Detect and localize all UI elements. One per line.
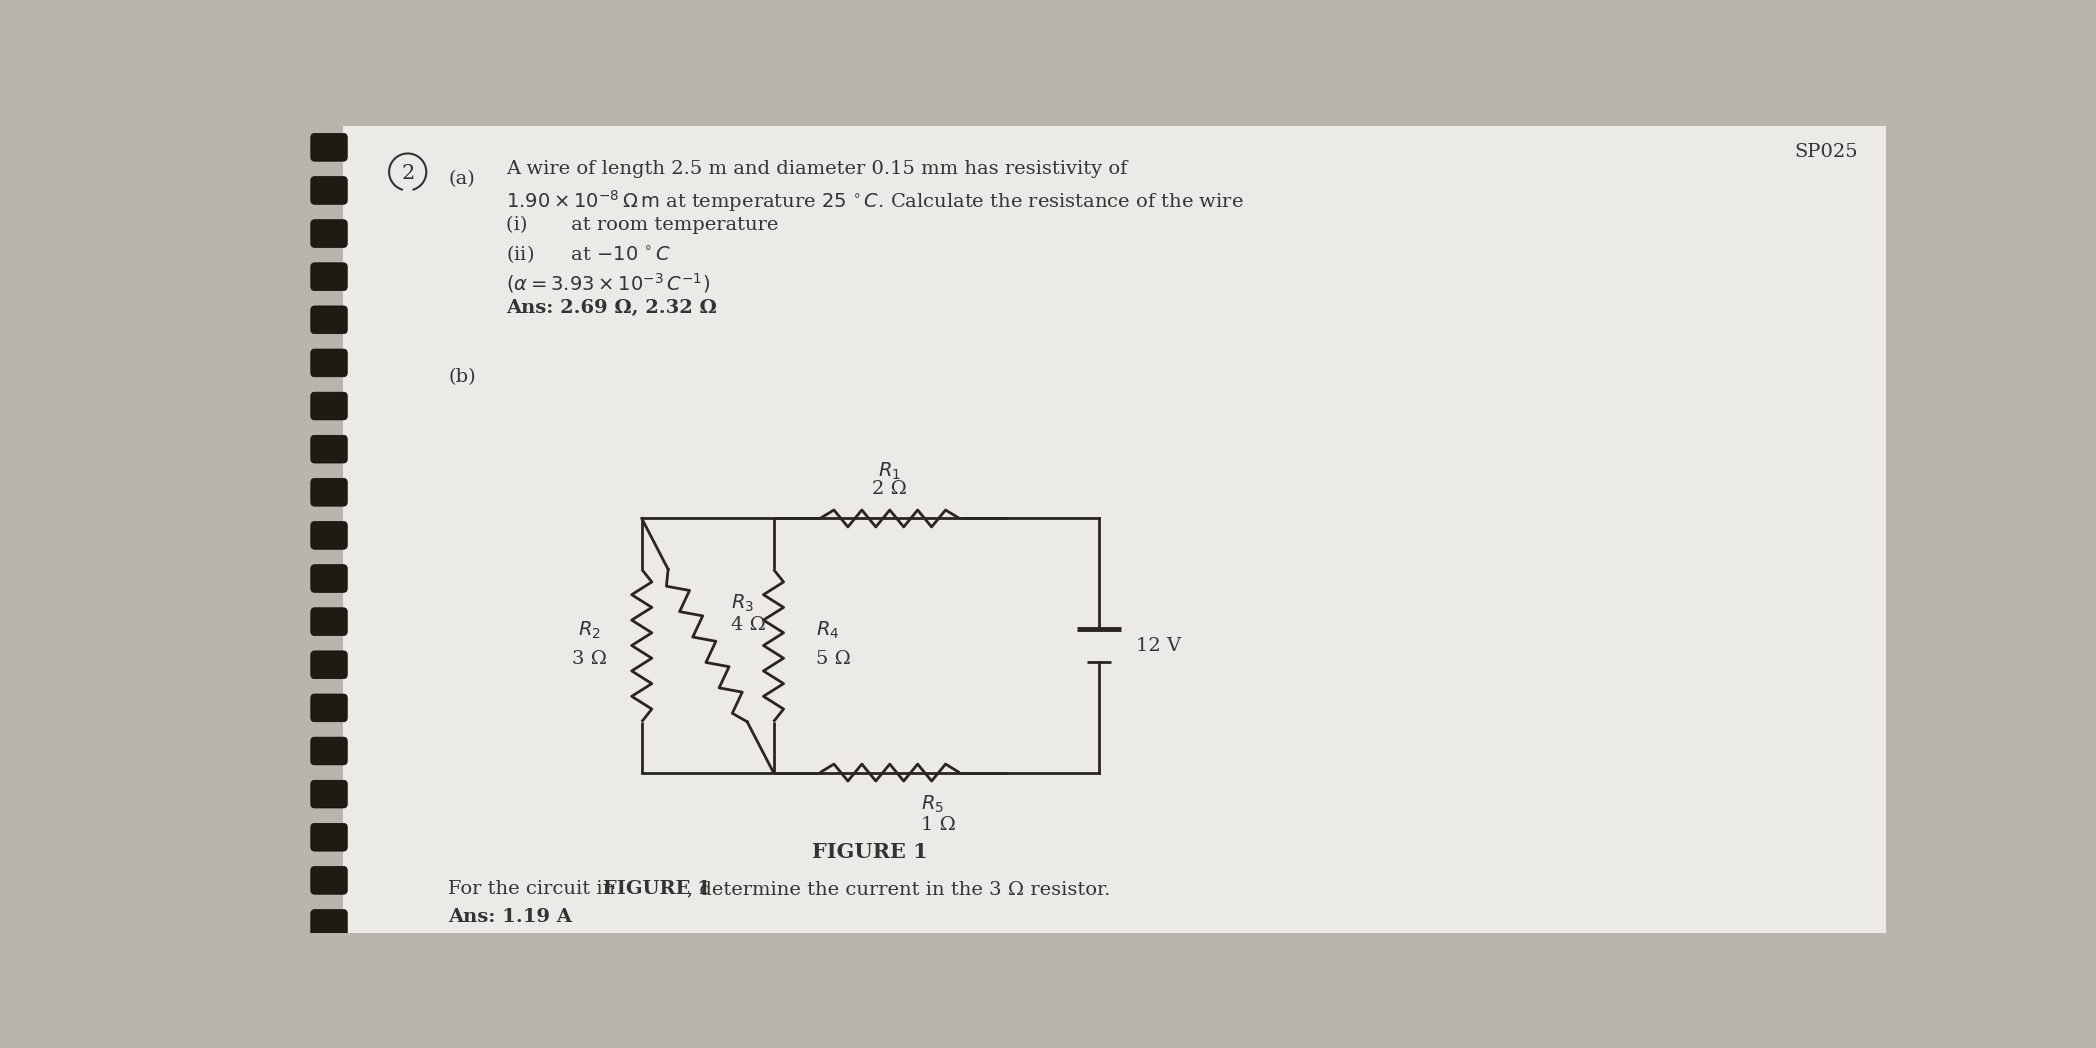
FancyBboxPatch shape [310, 479, 348, 506]
Text: $R_3$: $R_3$ [732, 592, 755, 614]
Text: 5 Ω: 5 Ω [815, 651, 851, 669]
Text: Ans: 1.19 A: Ans: 1.19 A [449, 908, 572, 926]
Text: $R_1$: $R_1$ [878, 460, 901, 481]
Text: For the circuit in: For the circuit in [449, 880, 623, 898]
FancyBboxPatch shape [310, 176, 348, 204]
FancyBboxPatch shape [310, 263, 348, 290]
FancyBboxPatch shape [344, 126, 1886, 933]
Text: 2: 2 [400, 163, 415, 183]
FancyBboxPatch shape [310, 220, 348, 247]
Text: 12 V: 12 V [1136, 636, 1182, 655]
FancyBboxPatch shape [310, 392, 348, 420]
Text: 1 Ω: 1 Ω [920, 815, 956, 833]
Text: 2 Ω: 2 Ω [872, 480, 908, 499]
FancyBboxPatch shape [310, 133, 348, 161]
FancyBboxPatch shape [310, 349, 348, 377]
Text: 3 Ω: 3 Ω [572, 651, 606, 669]
Text: Ans: 2.69 Ω, 2.32 Ω: Ans: 2.69 Ω, 2.32 Ω [505, 299, 717, 316]
Text: $R_2$: $R_2$ [578, 619, 599, 640]
Text: (b): (b) [449, 368, 476, 387]
Text: (a): (a) [449, 170, 476, 188]
FancyBboxPatch shape [310, 522, 348, 549]
FancyBboxPatch shape [310, 608, 348, 635]
Text: $1.90\times10^{-8}\,\Omega\,\mathrm{m}$ at temperature $25\,^\circ C$. Calculate: $1.90\times10^{-8}\,\Omega\,\mathrm{m}$ … [505, 189, 1243, 214]
FancyBboxPatch shape [310, 910, 348, 937]
FancyBboxPatch shape [310, 737, 348, 765]
Text: (ii)      at $-10\,^\circ C$: (ii) at $-10\,^\circ C$ [505, 243, 671, 265]
Text: $R_4$: $R_4$ [815, 619, 840, 640]
FancyBboxPatch shape [310, 565, 348, 592]
Text: FIGURE 1: FIGURE 1 [604, 880, 711, 898]
FancyBboxPatch shape [310, 306, 348, 333]
Text: , determine the current in the 3 Ω resistor.: , determine the current in the 3 Ω resis… [687, 880, 1111, 898]
FancyBboxPatch shape [310, 651, 348, 679]
FancyBboxPatch shape [310, 867, 348, 894]
Text: FIGURE 1: FIGURE 1 [813, 842, 929, 861]
Text: A wire of length 2.5 m and diameter 0.15 mm has resistivity of: A wire of length 2.5 m and diameter 0.15… [505, 160, 1128, 178]
Text: (i)       at room temperature: (i) at room temperature [505, 216, 778, 234]
FancyBboxPatch shape [310, 824, 348, 851]
FancyBboxPatch shape [310, 781, 348, 808]
Text: 4 Ω: 4 Ω [732, 616, 765, 634]
FancyBboxPatch shape [310, 435, 348, 463]
Text: $(\alpha = 3.93\times10^{-3}\,C^{-1})$: $(\alpha = 3.93\times10^{-3}\,C^{-1})$ [505, 271, 711, 296]
FancyBboxPatch shape [310, 694, 348, 722]
Text: $R_5$: $R_5$ [920, 794, 943, 815]
Text: SP025: SP025 [1794, 143, 1859, 160]
